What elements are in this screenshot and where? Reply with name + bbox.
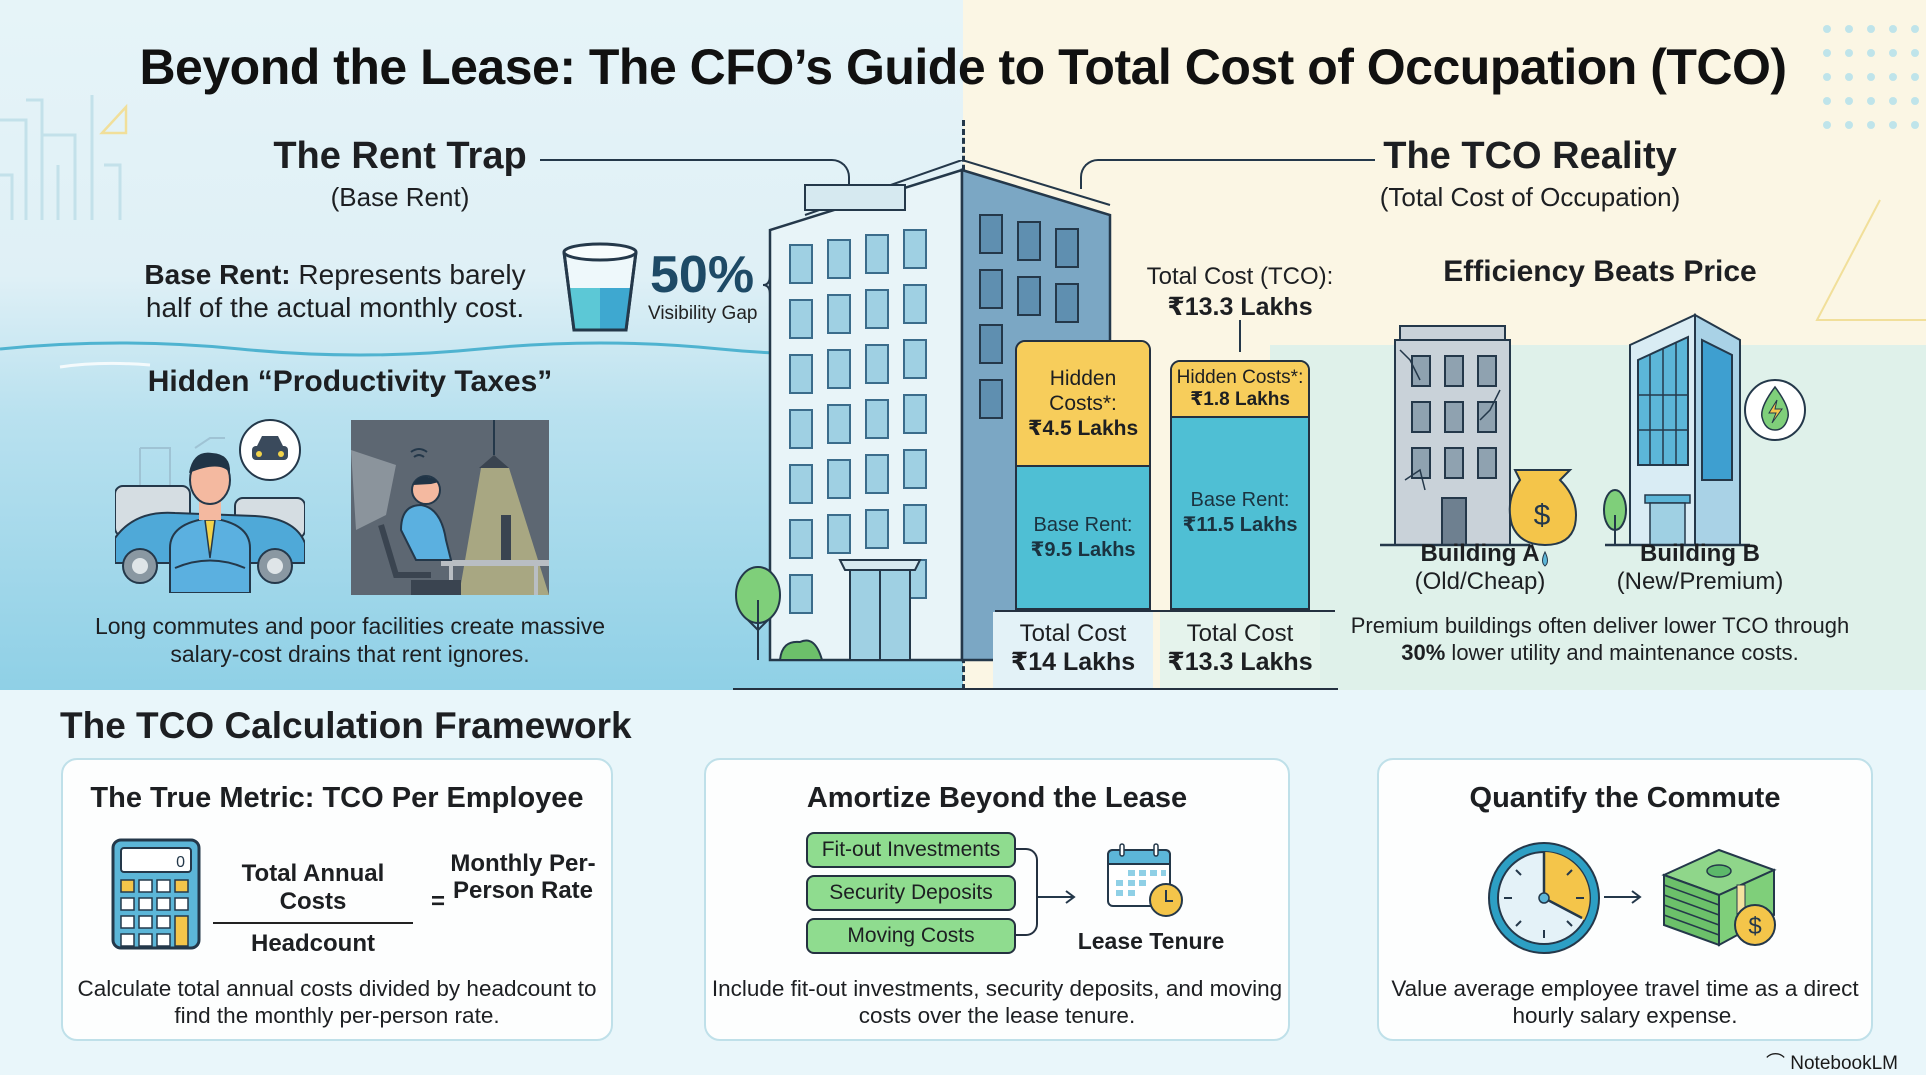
decorative-triangle <box>1815 199 1926 321</box>
framework-heading: The TCO Calculation Framework <box>60 705 632 746</box>
calculator-icon: 0 <box>111 838 201 950</box>
svg-text:0: 0 <box>176 854 185 871</box>
hidden-cost-value: ₹1.8 Lakhs <box>1190 389 1290 410</box>
card-description: Calculate total annual costs divided by … <box>77 976 597 1028</box>
hidden-cost-label: Hidden Costs*: <box>1176 367 1304 388</box>
page-title: Beyond the Lease: The CFO’s Guide to Tot… <box>139 39 1787 95</box>
card-title: Amortize Beyond the Lease <box>806 782 1188 814</box>
notebooklm-logo-icon: ⌒ <box>1765 1053 1791 1074</box>
hidden-taxes-heading: Hidden “Productivity Taxes” <box>147 365 553 398</box>
base-rent-value: ₹9.5 Lakhs <box>1030 538 1136 561</box>
total-cost-label: Total Cost <box>1019 620 1127 647</box>
hidden-cost-segment: Hidden Costs*: ₹4.5 Lakhs <box>1017 342 1149 467</box>
formula-result: Monthly Per-Person Rate <box>450 850 596 904</box>
base-rent-value: ₹11.5 Lakhs <box>1182 514 1298 536</box>
building-b-name: Building B <box>1640 540 1760 567</box>
poor-facilities-illustration <box>351 420 549 595</box>
tco-reality-heading: The TCO Reality <box>1383 135 1677 177</box>
base-rent-segment: Base Rent: ₹11.5 Lakhs <box>1172 418 1308 608</box>
brand-label: NotebookLM <box>1790 1053 1898 1074</box>
tco-reality-subtitle: (Total Cost of Occupation) <box>1379 182 1681 212</box>
notebooklm-brand: ⌒ NotebookLM <box>1766 1048 1898 1075</box>
clock-icon <box>1488 842 1600 954</box>
total-cost-a: Total Cost ₹14 Lakhs <box>993 612 1153 688</box>
base-rent-note: Base Rent: Represents barely half of the… <box>125 258 545 324</box>
base-rent-note-label: Base Rent: <box>144 259 291 290</box>
tco-formula-fraction: Total Annual Costs Headcount <box>213 860 413 958</box>
base-rent-segment: Base Rent: ₹9.5 Lakhs <box>1017 467 1149 608</box>
commute-traffic-illustration <box>115 419 305 593</box>
building-a-name: Building A <box>1420 540 1540 567</box>
base-rent-label: Base Rent: <box>1033 513 1133 536</box>
visibility-gap-percent: 50% <box>650 246 755 304</box>
base-rent-label: Base Rent: <box>1190 489 1290 511</box>
half-full-glass-icon <box>562 242 638 332</box>
rent-trap-subtitle: (Base Rent) <box>330 182 470 212</box>
formula-equals: = <box>431 888 446 915</box>
total-cost-value: ₹13.3 Lakhs <box>1167 648 1313 676</box>
total-cost-label: Total Cost <box>1186 620 1294 647</box>
total-cost-b: Total Cost ₹13.3 Lakhs <box>1160 612 1320 688</box>
tco-reality-connector <box>1080 159 1375 189</box>
efficiency-desc-highlight: 30% <box>1401 640 1446 665</box>
rent-trap-heading: The Rent Trap <box>273 135 527 177</box>
item-fit-out-investments: Fit-out Investments <box>806 832 1016 868</box>
efficiency-description: Premium buildings often deliver lower TC… <box>1340 612 1860 666</box>
tco-total-callout: Total Cost (TCO): ₹13.3 Lakhs <box>1130 262 1350 323</box>
formula-denominator: Headcount <box>250 930 375 957</box>
decorative-dots <box>1823 25 1919 129</box>
arrow-right-icon <box>1038 890 1076 904</box>
total-cost-value: ₹14 Lakhs <box>1010 648 1136 676</box>
building-a-subtitle: (Old/Cheap) <box>1414 568 1546 595</box>
items-bracket <box>1016 848 1038 936</box>
money-stack-icon: $ <box>1661 848 1777 947</box>
efficiency-heading: Efficiency Beats Price <box>1443 255 1757 288</box>
calendar-clock-icon <box>1107 843 1183 917</box>
tco-callout-line <box>1239 320 1241 352</box>
visibility-gap-label: Visibility Gap <box>648 303 758 324</box>
tco-total-value: ₹13.3 Lakhs <box>1167 293 1313 321</box>
card-description: Include fit-out investments, security de… <box>711 976 1283 1028</box>
card-amortize: Amortize Beyond the Lease Fit-out Invest… <box>704 758 1290 1041</box>
rent-trap-connector <box>540 159 850 189</box>
tco-total-label: Total Cost (TCO): <box>1146 263 1334 290</box>
card-quantify-commute: Quantify the Commute $ Value average emp… <box>1377 758 1873 1041</box>
hidden-cost-segment: Hidden Costs*: ₹1.8 Lakhs <box>1172 362 1308 418</box>
svg-text:$: $ <box>1534 499 1551 532</box>
base-rent-note-text: Represents barely half of the actual mon… <box>145 259 526 323</box>
card-tco-per-employee: The True Metric: TCO Per Employee 0 Tota… <box>61 758 613 1041</box>
lease-tenure-label: Lease Tenure <box>1077 928 1225 954</box>
card-description: Value average employee travel time as a … <box>1391 976 1859 1028</box>
card-title: Quantify the Commute <box>1469 782 1781 814</box>
efficiency-desc-part: lower utility and maintenance costs. <box>1445 640 1799 665</box>
card-title: The True Metric: TCO Per Employee <box>90 782 584 814</box>
building-b-subtitle: (New/Premium) <box>1616 568 1784 595</box>
efficiency-desc-part: Premium buildings often deliver lower TC… <box>1350 613 1850 638</box>
city-outline-icon <box>0 95 128 220</box>
cost-bar-building-a: Hidden Costs*: ₹4.5 Lakhs Base Rent: ₹9.… <box>1015 340 1151 610</box>
bar-baseline <box>995 610 1335 612</box>
item-security-deposits: Security Deposits <box>806 875 1016 911</box>
svg-text:$: $ <box>1748 913 1761 940</box>
hidden-taxes-description: Long commutes and poor facilities create… <box>94 613 606 667</box>
efficiency-background <box>1270 345 1926 690</box>
arrow-right-icon <box>1604 890 1642 904</box>
new-building-icon <box>1603 313 1806 547</box>
cost-bar-building-b: Hidden Costs*: ₹1.8 Lakhs Base Rent: ₹11… <box>1170 360 1310 610</box>
hidden-cost-label: Hidden Costs*: <box>1049 367 1117 415</box>
item-moving-costs: Moving Costs <box>806 918 1016 954</box>
hidden-cost-value: ₹4.5 Lakhs <box>1027 417 1139 440</box>
ground-line <box>733 688 1338 690</box>
formula-numerator: Total Annual Costs <box>213 860 413 924</box>
old-building-icon: $ <box>1380 325 1577 567</box>
